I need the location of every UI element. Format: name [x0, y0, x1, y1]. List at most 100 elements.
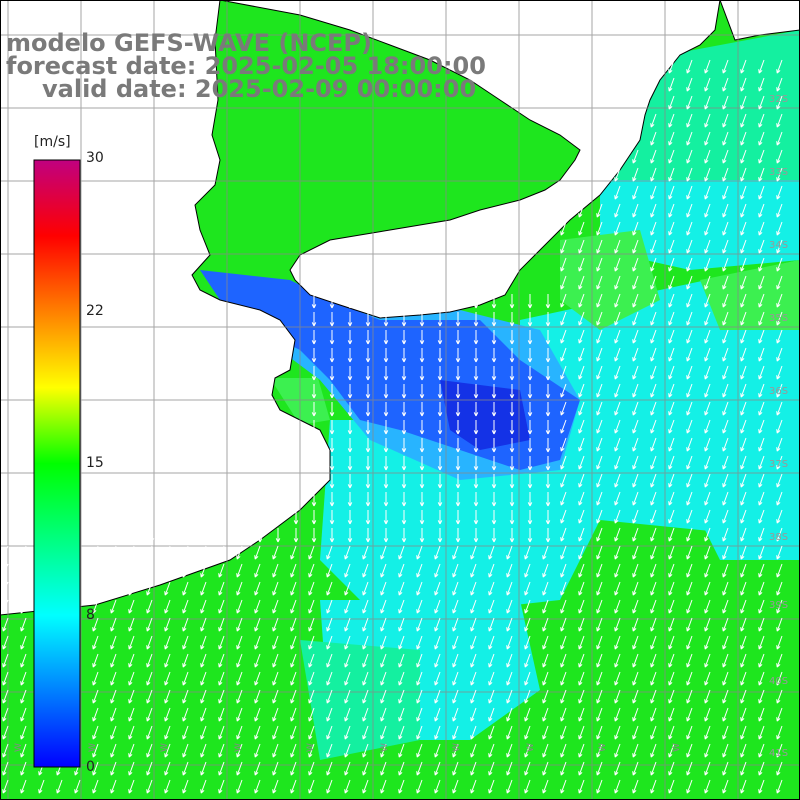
wind-arrow: [326, 599, 333, 614]
wind-arrow: [704, 113, 711, 128]
wind-arrow: [455, 510, 461, 525]
wind-arrow: [455, 528, 461, 543]
wind-arrow: [182, 545, 189, 560]
wind-arrow: [560, 329, 567, 344]
wind-arrow: [146, 617, 153, 632]
wind-arrow: [704, 707, 711, 722]
wind-arrow: [362, 671, 369, 686]
wind-arrow: [146, 653, 153, 668]
wind-arrow: [506, 635, 513, 650]
wind-arrow: [650, 275, 657, 290]
wind-arrow: [434, 689, 441, 704]
wind-arrow: [491, 366, 497, 381]
wind-arrow: [527, 330, 533, 345]
lat-label: 39S: [769, 600, 789, 611]
wind-arrow: [347, 366, 353, 381]
wind-arrow: [632, 509, 639, 524]
wind-arrow: [272, 725, 279, 740]
wind-arrow: [380, 653, 387, 668]
wind-arrow: [686, 779, 693, 794]
wind-arrow: [416, 635, 423, 650]
wind-arrow: [758, 185, 765, 200]
wind-arrow: [272, 545, 279, 560]
wind-arrow: [365, 438, 371, 453]
wind-arrow: [509, 528, 515, 543]
wind-arrow: [434, 599, 441, 614]
wind-arrow: [722, 761, 729, 776]
wind-arrow: [20, 545, 27, 560]
wind-arrow: [776, 779, 783, 794]
wind-arrow: [488, 671, 495, 686]
wind-arrow: [668, 131, 675, 146]
wind-arrow: [128, 725, 135, 740]
wind-arrow: [491, 312, 497, 327]
wind-arrow: [545, 402, 551, 417]
wind-arrow: [2, 689, 9, 704]
wind-arrow: [290, 599, 297, 614]
wind-arrow: [20, 779, 27, 794]
wind-arrow: [437, 330, 443, 345]
wind-arrow: [470, 761, 477, 776]
wind-arrow: [290, 617, 297, 632]
wind-arrow: [614, 203, 621, 218]
wind-arrow: [236, 581, 243, 596]
wind-arrow: [509, 312, 515, 327]
wind-arrow: [383, 474, 389, 489]
wind-arrow: [128, 653, 135, 668]
wind-arrow: [650, 725, 657, 740]
wind-arrow: [470, 743, 477, 758]
wind-arrow: [545, 456, 551, 471]
wind-arrow: [182, 563, 189, 578]
wind-arrow: [254, 689, 261, 704]
wind-arrow: [401, 366, 407, 381]
wind-arrow: [527, 348, 533, 363]
wind-arrow: [434, 617, 441, 632]
wind-arrow: [365, 474, 371, 489]
wind-arrow: [542, 671, 549, 686]
wind-arrow: [632, 365, 639, 380]
wind-arrow: [326, 689, 333, 704]
wind-arrow: [470, 599, 477, 614]
wind-arrow: [506, 581, 513, 596]
wind-arrow: [254, 545, 261, 560]
wind-arrow: [650, 311, 657, 326]
wind-arrow: [236, 617, 243, 632]
wind-arrow: [704, 653, 711, 668]
wind-arrow: [311, 312, 317, 327]
wind-arrow: [329, 294, 335, 309]
wind-arrow: [686, 59, 693, 74]
lat-label: 40S: [769, 676, 789, 687]
wind-arrow: [632, 167, 639, 182]
wind-arrow: [614, 383, 621, 398]
wind-arrow: [182, 635, 189, 650]
wind-arrow: [740, 527, 747, 542]
wind-arrow: [437, 294, 443, 309]
wind-arrow: [290, 581, 297, 596]
wind-arrow: [473, 492, 479, 507]
wind-arrow: [740, 617, 747, 632]
lat-label: 34S: [769, 240, 789, 251]
wind-arrow: [758, 455, 765, 470]
wind-arrow: [344, 635, 351, 650]
wind-arrow: [704, 527, 711, 542]
wind-arrow: [668, 167, 675, 182]
wind-arrow: [200, 671, 207, 686]
wind-arrow: [488, 725, 495, 740]
wind-arrow: [758, 635, 765, 650]
wind-arrow: [614, 419, 621, 434]
wind-arrow: [491, 384, 497, 399]
wind-arrow: [686, 113, 693, 128]
wind-arrow: [740, 563, 747, 578]
wind-arrow: [740, 599, 747, 614]
wind-arrow: [182, 653, 189, 668]
wind-arrow: [776, 761, 783, 776]
wind-arrow: [776, 401, 783, 416]
wind-arrow: [398, 581, 405, 596]
wind-arrow: [722, 275, 729, 290]
wind-arrow: [545, 510, 551, 525]
wind-arrow: [686, 581, 693, 596]
wind-arrow: [650, 365, 657, 380]
wind-arrow: [578, 563, 585, 578]
wind-arrow: [473, 438, 479, 453]
wind-arrow: [686, 167, 693, 182]
